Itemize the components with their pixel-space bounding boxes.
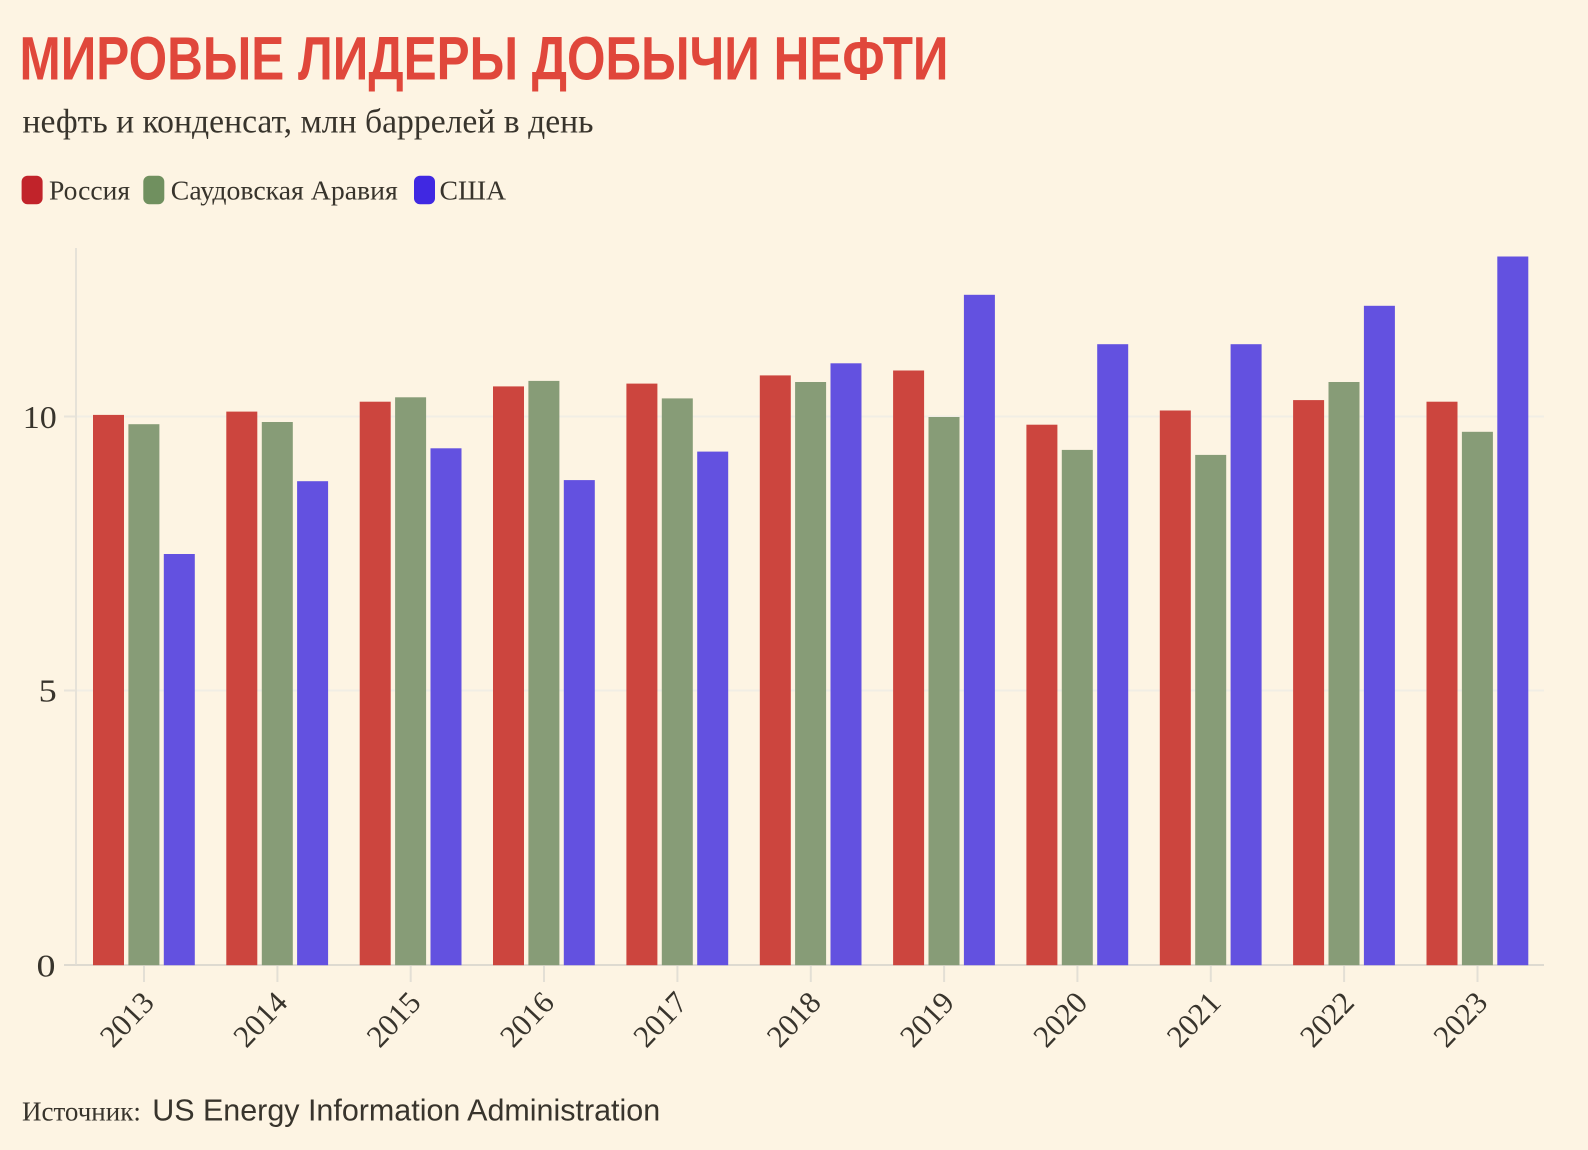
svg-text:Россия: Россия [49, 176, 130, 206]
svg-text:нефть и конденсат, млн барреле: нефть и конденсат, млн баррелей в день [23, 104, 594, 141]
svg-text:Источник:: Источник: [22, 1097, 141, 1127]
svg-text:МИРОВЫЕ ЛИДЕРЫ ДОБЫЧИ НЕФТИ: МИРОВЫЕ ЛИДЕРЫ ДОБЫЧИ НЕФТИ [20, 25, 949, 93]
svg-text:Саудовская Аравия: Саудовская Аравия [171, 176, 398, 206]
svg-text:10: 10 [23, 399, 57, 435]
svg-text:США: США [440, 176, 507, 206]
svg-text:0: 0 [37, 948, 56, 984]
svg-text:US Energy Information Administ: US Energy Information Administration [152, 1094, 660, 1128]
svg-text:5: 5 [39, 673, 57, 709]
